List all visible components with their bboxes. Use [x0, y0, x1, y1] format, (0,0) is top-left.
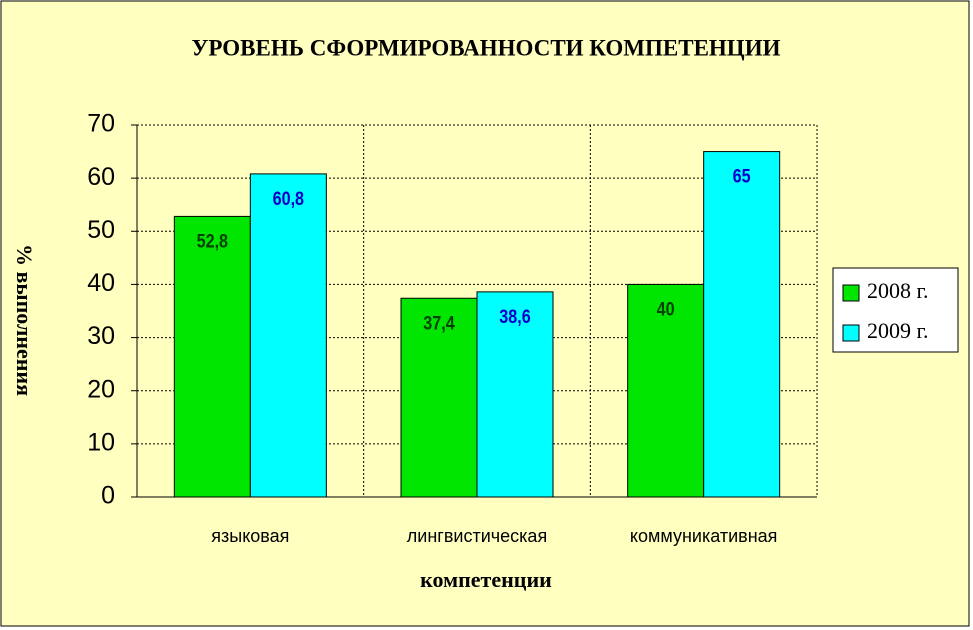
x-tick-label: лингвистическая [407, 526, 547, 546]
value-label: 52,8 [197, 230, 229, 252]
chart-title: УРОВЕНЬ СФОРМИРОВАННОСТИ КОМПЕТЕНЦИИ [192, 35, 781, 60]
y-tick-label: 70 [87, 110, 115, 138]
value-label: 37,4 [423, 312, 455, 334]
legend-swatch [842, 284, 860, 302]
legend-label: 2009 г. [867, 318, 929, 343]
x-tick-label: коммуникативная [630, 526, 777, 546]
y-tick-label: 20 [87, 375, 115, 403]
value-label: 60,8 [273, 188, 305, 210]
bar [400, 297, 478, 498]
y-tick-label: 10 [87, 428, 115, 456]
legend-swatch [842, 324, 860, 342]
legend-label: 2008 г. [867, 278, 929, 303]
y-axis-title: % выполнения [12, 244, 37, 396]
y-tick-label: 0 [101, 482, 115, 510]
bar [627, 283, 705, 498]
value-label: 38,6 [499, 306, 531, 328]
bar [703, 151, 781, 498]
x-tick-label: языковая [211, 526, 289, 546]
value-label: 65 [733, 165, 751, 187]
y-tick-label: 50 [87, 216, 115, 244]
bar [476, 291, 554, 498]
x-axis-title: компетенции [420, 567, 552, 592]
y-tick-label: 40 [87, 269, 115, 297]
value-label: 40 [657, 298, 675, 320]
bar [173, 215, 251, 498]
y-tick-label: 30 [87, 322, 115, 350]
y-tick-label: 60 [87, 163, 115, 191]
bar [249, 173, 327, 498]
